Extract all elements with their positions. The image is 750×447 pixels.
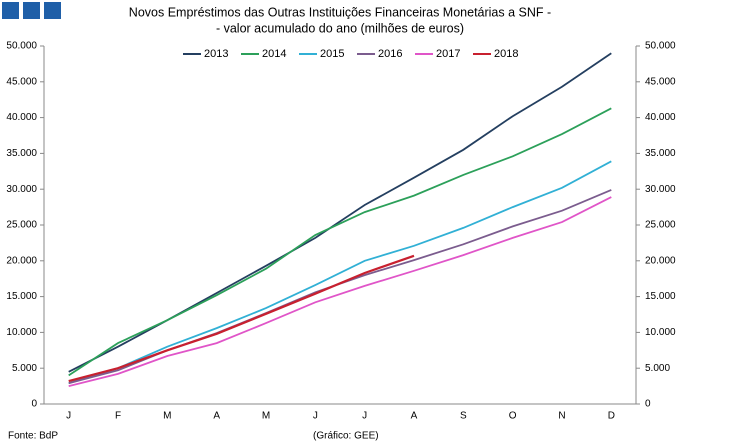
x-tick-label: A — [213, 411, 220, 422]
x-tick-label: M — [262, 411, 270, 422]
y2-tick-label: 30.000 — [645, 184, 676, 195]
line-series — [68, 52, 612, 373]
y2-tick-label: 5.000 — [645, 363, 670, 374]
chart-subtitle: - valor acumulado do ano (milhões de eur… — [216, 21, 464, 35]
x-tick-label: O — [509, 411, 517, 422]
logo-square — [2, 2, 19, 19]
legend-label: 2014 — [262, 48, 286, 60]
y2-tick-label: 40.000 — [645, 112, 676, 123]
y2-tick-label: 35.000 — [645, 148, 676, 159]
legend-label: 2017 — [436, 48, 460, 60]
x-tick-label: J — [66, 411, 71, 422]
x-tick-label: D — [608, 411, 615, 422]
y2-tick-label: 45.000 — [645, 76, 676, 87]
x-tick-label: J — [362, 411, 367, 422]
source: Fonte: BdP — [8, 431, 58, 442]
credit: (Gráfico: GEE) — [313, 431, 379, 442]
y-tick-label: 40.000 — [6, 112, 37, 123]
y2-tick-label: 25.000 — [645, 220, 676, 231]
x-tick-label: M — [163, 411, 171, 422]
y2-tick-label: 0 — [645, 399, 651, 410]
legend-label: 2015 — [320, 48, 344, 60]
y-tick-label: 20.000 — [6, 255, 37, 266]
line-series — [68, 107, 612, 377]
y2-tick-label: 15.000 — [645, 291, 676, 302]
y-tick-label: 10.000 — [6, 327, 37, 338]
y-tick-label: 45.000 — [6, 76, 37, 87]
y-tick-label: 50.000 — [6, 41, 37, 52]
x-tick-label: N — [558, 411, 565, 422]
x-tick-label: F — [115, 411, 121, 422]
y2-tick-label: 10.000 — [645, 327, 676, 338]
y-tick-label: 30.000 — [6, 184, 37, 195]
line-series — [68, 160, 612, 385]
logo-square — [23, 2, 40, 19]
y2-tick-label: 50.000 — [645, 41, 676, 52]
y-tick-label: 0 — [31, 399, 37, 410]
y2-tick-label: 20.000 — [645, 255, 676, 266]
line-series — [68, 254, 415, 383]
y-tick-label: 5.000 — [12, 363, 37, 374]
legend-label: 2018 — [494, 48, 518, 60]
logo-square — [44, 2, 61, 19]
x-tick-label: S — [460, 411, 467, 422]
legend-label: 2016 — [378, 48, 402, 60]
y-tick-label: 25.000 — [6, 220, 37, 231]
legend-label: 2013 — [204, 48, 228, 60]
x-tick-label: J — [313, 411, 318, 422]
y-tick-label: 35.000 — [6, 148, 37, 159]
x-tick-label: A — [411, 411, 418, 422]
line-series — [68, 196, 612, 387]
chart-title: Novos Empréstimos das Outras Instituiçõe… — [129, 5, 551, 19]
y-tick-label: 15.000 — [6, 291, 37, 302]
